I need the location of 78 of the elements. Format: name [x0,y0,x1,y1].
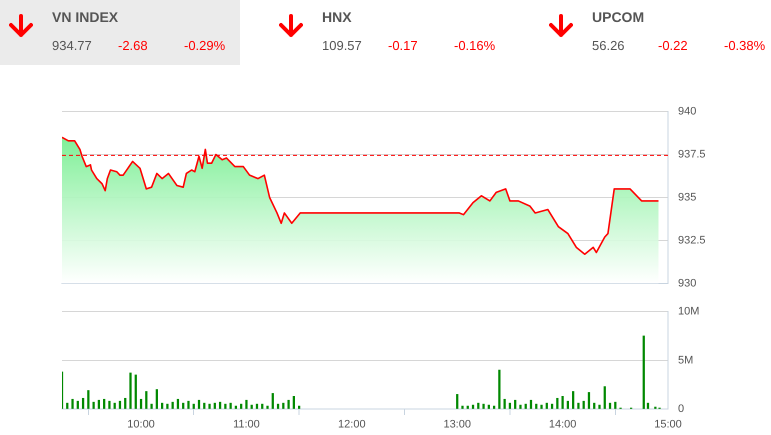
bar [203,402,206,409]
bar [292,396,295,409]
data-label: -0.16% [454,38,496,53]
bar [504,398,506,409]
bar [156,389,158,409]
bar [103,398,106,409]
bar [488,404,490,409]
bar [593,402,596,409]
bar [76,400,79,409]
bar [87,390,90,409]
bar [266,406,269,409]
category-label: VN INDEX [52,9,118,25]
data-label: 934.77 [52,38,92,53]
bar [561,396,564,409]
bar [566,400,570,409]
bar [582,400,585,409]
data-label: -2.68 [118,38,148,53]
bar [524,404,527,409]
bar [160,402,164,409]
x-tick-label: 10:00 [127,418,155,431]
bar [224,404,226,409]
bar [535,404,538,409]
bar [176,398,180,409]
bar [182,402,184,409]
bar [272,393,274,409]
bar [546,402,548,409]
bar [588,392,590,409]
bar [461,406,464,409]
x-tick-label: 13:00 [443,418,471,431]
bar [114,402,116,409]
y-tick-label: 0 [678,403,684,416]
y-tick-label: 5M [678,354,694,366]
bar [282,402,284,409]
y-tick-label: 930 [678,277,696,290]
bar [124,398,126,409]
bar [614,402,616,409]
bar [145,391,148,409]
bar [492,406,496,409]
bar [456,394,458,409]
bar [604,386,606,409]
bar [66,402,68,409]
y-tick-label: 937.5 [678,148,706,161]
bar [466,406,469,409]
x-tick-label: 11:00 [233,418,260,431]
category-label: HNX [322,9,352,25]
bar [556,398,558,409]
y-tick-label: 940 [678,106,696,118]
x-tick-label: 14:00 [548,418,576,431]
data-label: -0.29% [184,38,226,53]
bar [172,402,174,409]
bar [298,406,300,409]
bar [234,406,238,409]
bar [477,402,480,409]
bar [140,398,142,409]
data-label: -0.22 [658,38,688,53]
bar [261,404,264,409]
data-label: 56.26 [592,38,625,53]
bar [572,391,574,409]
bar [514,400,516,409]
y-tick-label: 932.5 [678,234,706,246]
y-tick-label: 935 [678,192,696,204]
data-label: 109.57 [322,38,362,53]
bar [229,402,232,409]
bar [82,398,84,409]
bar [192,404,195,409]
category-label: UPCOM [592,9,644,25]
data-label: -0.38% [724,38,766,53]
data-label: -0.17 [388,38,418,53]
bar [642,336,645,409]
bar [250,404,253,409]
bar [71,398,74,409]
bar [134,374,137,409]
y-tick-label: 10M [678,306,700,318]
x-tick-label: 15:00 [654,418,682,431]
bar [214,402,216,409]
bar [498,370,501,409]
x-tick-label: 12:00 [338,418,366,431]
bar [240,404,242,409]
